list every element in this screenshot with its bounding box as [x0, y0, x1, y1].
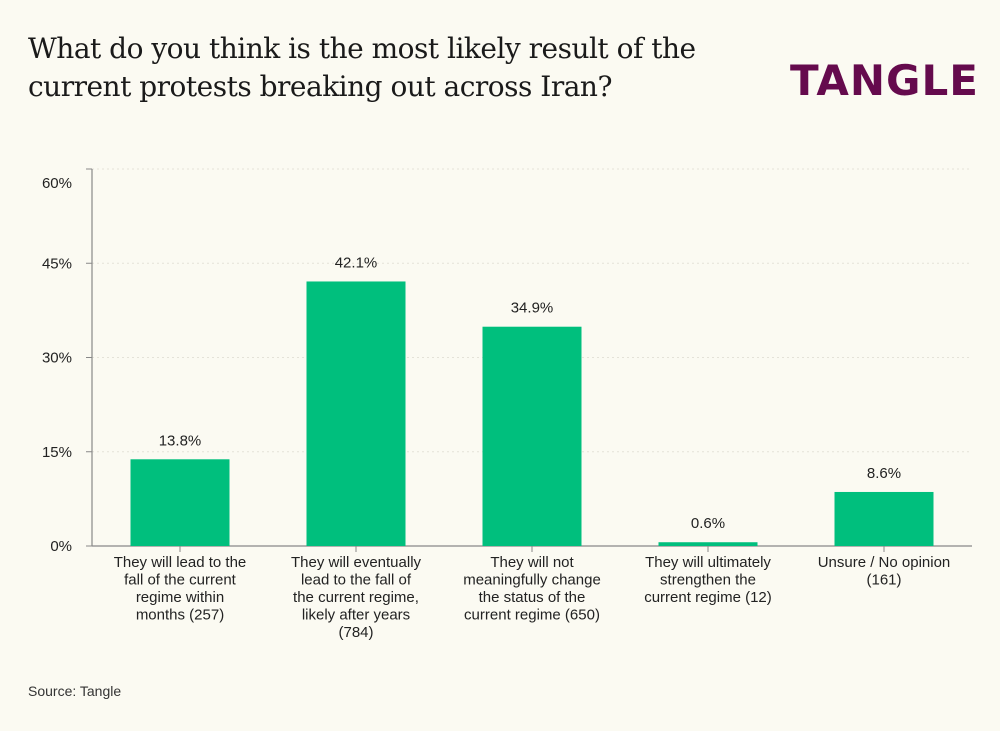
chart-title: What do you think is the most likely res… — [28, 32, 696, 103]
x-tick-label: regime within — [136, 589, 224, 606]
bar — [658, 542, 758, 546]
bar — [306, 281, 406, 546]
x-tick-label: They will eventually — [291, 554, 422, 571]
tangle-logo: TANGLE — [790, 56, 979, 105]
x-tick-label: the current regime, — [293, 589, 419, 606]
data-label: 0.6% — [691, 515, 725, 532]
x-tick-label: meaningfully change — [463, 572, 601, 589]
bar — [130, 459, 230, 546]
source-note: Source: Tangle — [28, 683, 122, 699]
x-tick-label: strengthen the — [660, 572, 756, 589]
data-label: 13.8% — [159, 432, 202, 449]
x-tick-label: They will ultimately — [645, 554, 771, 571]
y-tick-label: 15% — [42, 444, 72, 461]
bar — [482, 326, 582, 546]
x-tick-label: lead to the fall of — [301, 572, 412, 589]
bar — [834, 491, 934, 546]
x-tick-label: likely after years — [302, 607, 410, 624]
x-tick-label: They will not — [490, 554, 574, 571]
x-tick-label: current regime (650) — [464, 607, 600, 624]
x-tick-label: They will lead to the — [114, 554, 247, 571]
x-tick-label: fall of the current — [124, 572, 237, 589]
y-tick-label: 60% — [42, 175, 72, 192]
x-tick-label: months (257) — [136, 607, 224, 624]
x-tick-label: the status of the — [479, 589, 586, 606]
x-tick-label: Unsure / No opinion — [818, 554, 951, 571]
x-tick-label: current regime (12) — [644, 589, 772, 606]
data-label: 42.1% — [335, 254, 378, 271]
y-tick-label: 30% — [42, 350, 72, 367]
x-tick-label: (161) — [866, 572, 901, 589]
y-tick-label: 45% — [42, 255, 72, 272]
data-label: 34.9% — [511, 300, 554, 317]
x-tick-label: (784) — [338, 624, 373, 641]
y-tick-label: 0% — [50, 538, 72, 555]
data-label: 8.6% — [867, 465, 901, 482]
